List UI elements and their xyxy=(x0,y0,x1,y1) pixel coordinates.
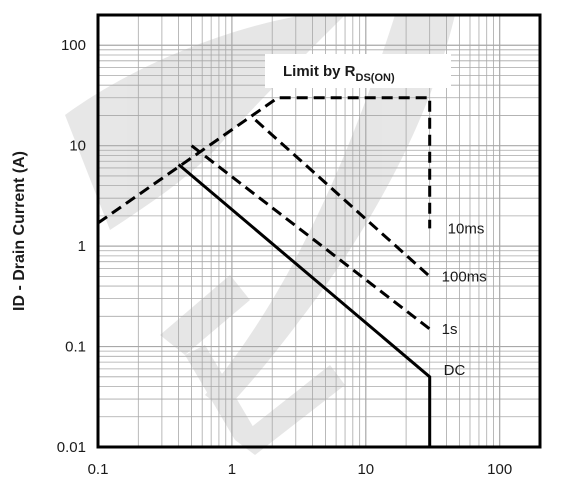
x-tick-label: 1 xyxy=(228,461,236,478)
curve-label-10ms: 10ms xyxy=(448,220,485,237)
curve-10ms xyxy=(97,96,432,229)
y-axis-label: ID - Drain Current (A) xyxy=(11,151,28,311)
curve-label-100ms: 100ms xyxy=(442,268,487,285)
limit-annotation-subscript: DS(ON) xyxy=(356,72,395,84)
curve-100ms xyxy=(254,118,431,278)
y-tick-label: 100 xyxy=(61,37,86,54)
y-tick-label: 1 xyxy=(78,238,86,255)
curve-labels: 10ms 100ms 1s DC xyxy=(442,220,487,378)
x-axis-tick-labels: 0.1 1 10 100 xyxy=(88,461,513,478)
x-tick-label: 0.1 xyxy=(88,461,109,478)
curve-label-dc: DC xyxy=(444,362,466,379)
plot-frame xyxy=(96,13,542,449)
soa-curves xyxy=(97,96,432,447)
x-tick-label: 10 xyxy=(357,461,374,478)
rds-on-limit-annotation: Limit by RDS(ON) xyxy=(265,54,451,88)
plot-grid xyxy=(98,15,540,447)
y-tick-label: 10 xyxy=(69,138,86,155)
limit-annotation-text: Limit by RDS(ON) xyxy=(283,63,395,84)
limit-annotation-box xyxy=(265,54,451,88)
y-axis-tick-labels: 100 10 1 0.1 0.01 xyxy=(57,37,86,456)
x-tick-label: 100 xyxy=(487,461,512,478)
limit-annotation-prefix: Limit by R xyxy=(283,63,356,80)
curve-dc xyxy=(177,163,432,447)
curve-label-1s: 1s xyxy=(442,321,458,338)
y-tick-label: 0.1 xyxy=(65,339,86,356)
y-tick-label: 0.01 xyxy=(57,439,86,456)
